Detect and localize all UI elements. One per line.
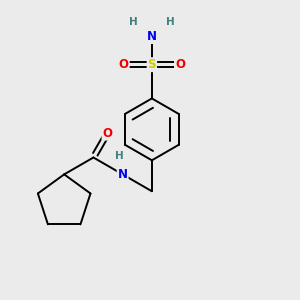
Text: H: H [166, 16, 175, 27]
Text: H: H [129, 16, 137, 27]
Text: S: S [148, 58, 156, 71]
Text: N: N [118, 168, 128, 181]
Text: O: O [175, 58, 185, 71]
Text: O: O [119, 58, 129, 71]
Text: H: H [115, 151, 123, 160]
Text: N: N [147, 30, 157, 43]
Text: O: O [103, 127, 112, 140]
